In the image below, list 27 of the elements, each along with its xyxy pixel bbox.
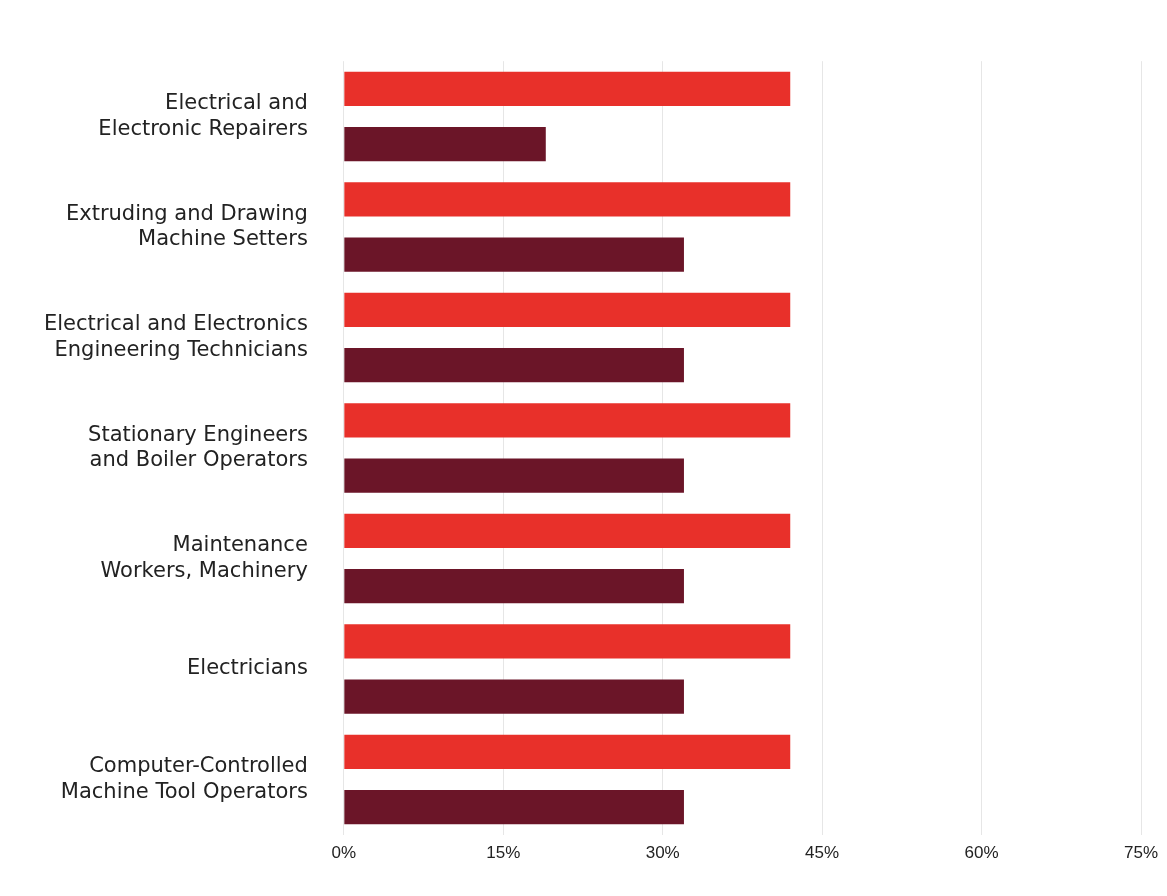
- x-tick-label: 60%: [964, 842, 999, 862]
- bar: [344, 403, 791, 438]
- bar: [344, 237, 684, 272]
- y-tick-label: Electricians: [187, 655, 308, 680]
- y-tick-label: Electrical and Electronics Engineering Technicians: [43, 311, 308, 361]
- x-tick-label: 45%: [805, 842, 840, 862]
- bar: [344, 679, 684, 714]
- x-tick-label: 15%: [486, 842, 521, 862]
- bar: [344, 292, 791, 327]
- bar: [344, 347, 684, 383]
- x-tick-label: 30%: [645, 842, 680, 862]
- bar: [344, 790, 684, 825]
- bar: [344, 734, 791, 770]
- x-tick-label: 0%: [331, 842, 357, 862]
- bar: [344, 71, 791, 106]
- bar: [344, 458, 684, 493]
- bar: [344, 624, 791, 659]
- x-tick-label: 75%: [1123, 842, 1159, 862]
- y-tick-label: Extruding and Drawing Machine Setters: [65, 200, 308, 251]
- bar: [344, 513, 791, 549]
- y-tick-label: Computer-Controlled Machine Tool Operators: [60, 753, 308, 803]
- bar: [344, 182, 791, 217]
- y-tick-label: Stationary Engineers and Boiler Operators: [88, 421, 308, 472]
- y-tick-label: Electrical and Electronic Repairers: [98, 90, 308, 140]
- y-tick-label: Maintenance Workers, Machinery: [100, 532, 308, 582]
- bar: [344, 126, 546, 162]
- bar: [344, 569, 684, 604]
